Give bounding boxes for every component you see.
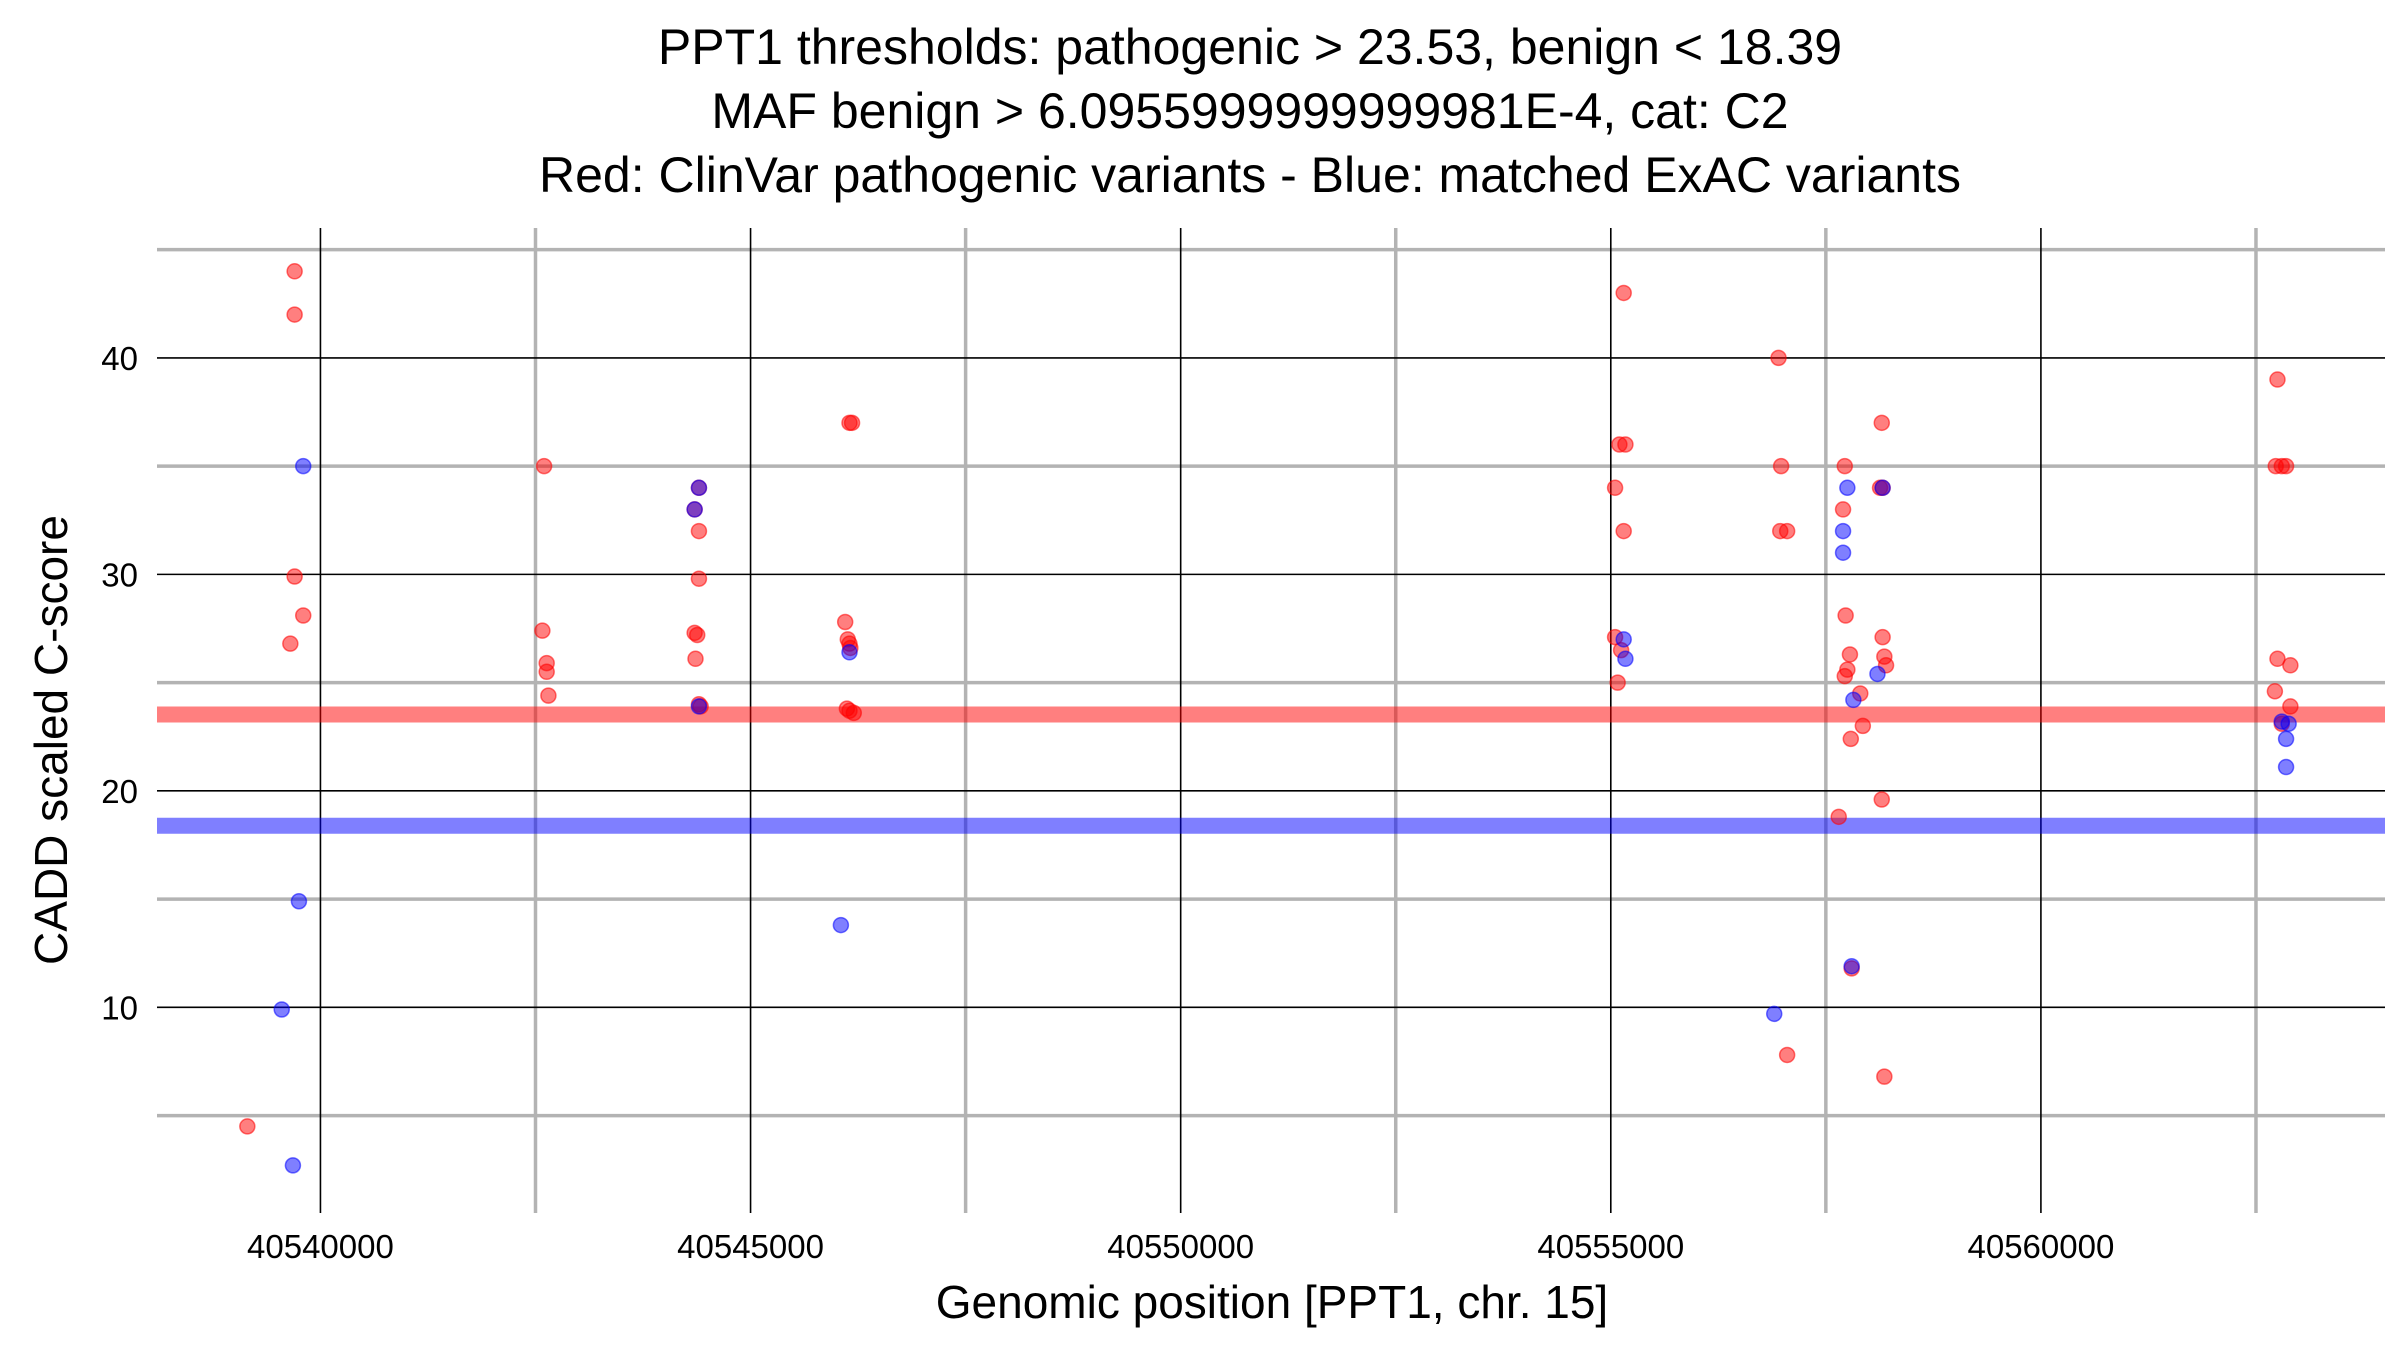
pathogenic-variant-point	[540, 687, 557, 704]
y-axis-ticks: 10 20 30 40	[101, 340, 138, 1026]
benign-variant-point	[1765, 1005, 1783, 1023]
benign-variant-point	[284, 1157, 302, 1174]
x-tick-label: 40560000	[1967, 1228, 2114, 1265]
benign-variant-point	[294, 457, 312, 475]
benign-variant-point	[690, 479, 708, 497]
x-tick-label: 40550000	[1107, 1228, 1254, 1265]
benign-variant-point	[1843, 957, 1860, 975]
benign-variant-point	[690, 698, 708, 715]
pathogenic-variant-point	[1876, 1068, 1893, 1085]
benign-variant-point	[1869, 665, 1886, 683]
pathogenic-variant-point	[286, 263, 303, 280]
pathogenic-variant-point	[1770, 349, 1787, 367]
pathogenic-variant-point	[286, 568, 303, 585]
data-points	[239, 263, 2299, 1174]
benign-variant-point	[1839, 479, 1856, 497]
pathogenic-variant-point	[1873, 791, 1891, 808]
benign-variant-point	[1615, 631, 1632, 648]
benign-variant-point	[841, 644, 858, 661]
pathogenic-variant-point	[688, 626, 706, 644]
benign-variant-point	[1874, 479, 1891, 497]
benign-variant-point	[2280, 715, 2297, 732]
pathogenic-variant-point	[841, 702, 858, 720]
pathogenic-variant-point	[286, 306, 303, 323]
pathogenic-variant-point	[538, 663, 555, 681]
pathogenic-variant-point	[1834, 501, 1852, 518]
x-tick-label: 40540000	[247, 1228, 394, 1265]
pathogenic-variant-point	[282, 635, 299, 652]
pathogenic-variant-point	[535, 457, 553, 475]
pathogenic-variant-point	[690, 570, 708, 587]
x-tick-label: 40545000	[677, 1228, 824, 1265]
benign-variant-point	[1617, 650, 1634, 668]
pathogenic-variant-point	[2282, 698, 2299, 715]
threshold-lines	[157, 706, 2385, 834]
chart-title-line-3: Red: ClinVar pathogenic variants - Blue:…	[539, 147, 1961, 203]
benign-variant-point	[1845, 691, 1862, 709]
benign-variant-point	[290, 893, 308, 910]
benign-variant-point	[686, 501, 703, 518]
pathogenic-variant-point	[1874, 628, 1891, 646]
pathogenic-variant-point	[1873, 414, 1891, 432]
chart-title-line-2: MAF benign > 6.0955999999999981E-4, cat:…	[711, 83, 1788, 139]
pathogenic-variant-point	[836, 613, 854, 631]
pathogenic-variant-point	[1854, 717, 1872, 735]
pathogenic-variant-point	[2266, 683, 2284, 700]
x-axis-ticks: 40540000 40545000 40550000 40555000 40560000	[247, 1228, 2114, 1265]
y-tick-label: 40	[101, 340, 138, 377]
benign-variant-point	[1834, 522, 1852, 540]
pathogenic-variant-point	[1830, 808, 1848, 826]
pathogenic-variant-point	[1778, 1046, 1796, 1064]
pathogenic-variant-point	[2282, 657, 2299, 674]
pathogenic-variant-point	[1615, 522, 1632, 540]
pathogenic-variant-point	[534, 622, 551, 639]
pathogenic-variant-point	[1836, 667, 1854, 685]
chart-title-line-1: PPT1 thresholds: pathogenic > 23.53, ben…	[658, 19, 1842, 75]
pathogenic-variant-point	[294, 607, 312, 624]
benign-variant-point	[273, 1001, 290, 1018]
y-tick-label: 20	[101, 773, 138, 810]
pathogenic-variant-point	[687, 650, 704, 668]
benign-variant-point	[1834, 544, 1852, 561]
pathogenic-variant-point	[1841, 646, 1859, 663]
pathogenic-variant-point	[1837, 607, 1854, 624]
x-tick-label: 40555000	[1537, 1228, 1684, 1265]
pathogenic-variant-point	[1836, 457, 1854, 475]
pathogenic-variant-point	[1772, 457, 1790, 475]
y-tick-label: 10	[101, 989, 138, 1026]
pathogenic-variant-point	[1609, 674, 1626, 691]
pathogenic-variant-point	[843, 414, 861, 432]
benign-variant-point	[2277, 730, 2295, 748]
y-axis-title: CADD scaled C-score	[25, 515, 77, 965]
pathogenic-variant-point	[2277, 457, 2295, 475]
pathogenic-variant-point	[1617, 436, 1634, 453]
pathogenic-variant-point	[2269, 371, 2286, 388]
y-tick-label: 30	[101, 556, 138, 593]
benign-variant-point	[832, 916, 850, 934]
pathogenic-variant-point	[239, 1118, 256, 1135]
x-axis-title: Genomic position [PPT1, chr. 15]	[936, 1276, 1608, 1328]
pathogenic-variant-point	[2269, 650, 2286, 668]
pathogenic-variant-point	[1606, 479, 1624, 497]
pathogenic-variant-point	[1615, 284, 1632, 302]
benign-variant-point	[2277, 758, 2295, 776]
pathogenic-variant-point	[1842, 730, 1860, 748]
pathogenic-variant-point	[690, 522, 708, 540]
pathogenic-variant-point	[1778, 522, 1796, 540]
